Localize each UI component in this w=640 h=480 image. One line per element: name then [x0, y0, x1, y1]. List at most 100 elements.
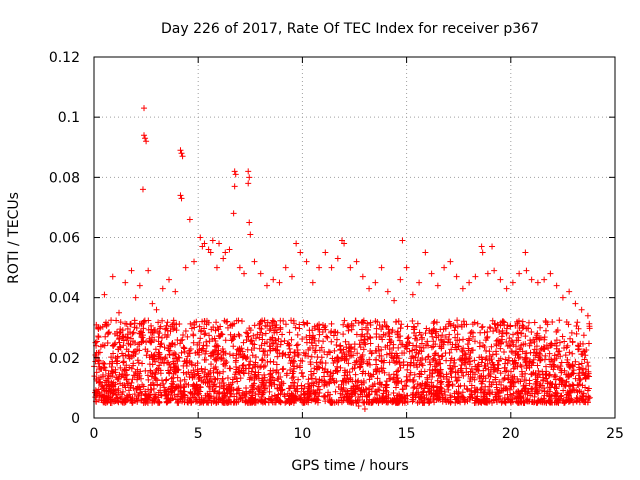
noise-point: [367, 322, 374, 329]
data-point: [109, 273, 116, 280]
noise-point: [156, 351, 163, 358]
noise-point: [100, 360, 107, 366]
noise-point: [558, 376, 565, 383]
noise-point: [447, 320, 454, 327]
noise-point: [432, 357, 439, 364]
noise-point: [244, 333, 251, 340]
noise-point: [256, 334, 263, 341]
noise-point: [567, 335, 574, 342]
noise-point: [442, 323, 449, 330]
noise-point: [287, 367, 294, 374]
noise-point: [207, 353, 214, 360]
noise-point: [404, 366, 411, 373]
data-point: [523, 267, 530, 274]
noise-point: [462, 351, 469, 358]
noise-point: [573, 398, 580, 405]
data-point: [191, 258, 198, 265]
noise-point: [502, 399, 509, 406]
noise-point: [450, 322, 457, 329]
noise-point: [413, 385, 420, 392]
noise-point: [273, 322, 280, 329]
y-tick-label: 0.02: [49, 351, 80, 367]
noise-point: [130, 349, 137, 356]
noise-point: [343, 393, 350, 400]
noise-point: [136, 347, 143, 354]
noise-point: [361, 398, 368, 405]
noise-point: [168, 383, 175, 390]
noise-point: [252, 363, 259, 370]
noise-point: [173, 383, 180, 390]
noise-point: [509, 379, 516, 386]
noise-point: [313, 342, 320, 349]
noise-point: [183, 363, 190, 370]
noise-point: [151, 374, 158, 381]
noise-point: [458, 347, 465, 354]
noise-point: [488, 343, 495, 350]
noise-point: [234, 386, 241, 393]
data-point: [132, 294, 139, 301]
noise-point: [280, 366, 287, 373]
noise-point: [102, 367, 109, 374]
data-point: [479, 249, 486, 256]
noise-point: [275, 369, 282, 376]
noise-point: [420, 389, 427, 396]
noise-point: [235, 368, 242, 375]
noise-point: [270, 358, 277, 365]
noise-point: [359, 318, 366, 325]
noise-point: [483, 335, 490, 342]
noise-point: [115, 336, 122, 343]
data-point: [409, 291, 416, 298]
noise-point: [286, 341, 293, 348]
noise-point: [164, 398, 171, 405]
noise-point: [169, 340, 176, 347]
data-point: [566, 288, 573, 295]
noise-point: [269, 345, 276, 352]
noise-point: [559, 377, 566, 384]
noise-point: [495, 390, 502, 397]
noise-point: [379, 336, 386, 343]
data-point: [288, 273, 295, 280]
noise-point: [321, 369, 328, 376]
noise-point: [466, 396, 473, 403]
noise-point: [216, 384, 223, 391]
noise-point: [255, 398, 262, 405]
data-point: [459, 285, 466, 292]
noise-point: [500, 349, 507, 356]
noise-point: [477, 399, 484, 406]
noise-point: [145, 376, 152, 383]
noise-point: [286, 329, 293, 336]
noise-point: [367, 340, 374, 347]
data-point: [276, 279, 283, 286]
noise-point: [430, 320, 437, 327]
noise-point: [218, 356, 225, 363]
noise-point: [271, 392, 278, 399]
noise-point: [218, 354, 225, 361]
noise-point: [294, 341, 301, 348]
noise-point: [560, 387, 567, 394]
noise-point: [541, 334, 548, 341]
noise-point: [293, 342, 300, 349]
noise-point: [367, 372, 374, 379]
noise-point: [294, 347, 301, 354]
noise-point: [332, 388, 339, 395]
noise-point: [390, 390, 397, 397]
noise-point: [486, 324, 493, 331]
noise-point: [546, 391, 553, 398]
noise-point: [386, 350, 393, 357]
noise-point: [518, 368, 525, 375]
noise-point: [180, 384, 187, 391]
noise-point: [402, 395, 409, 402]
noise-point: [221, 382, 228, 389]
data-point: [489, 243, 496, 250]
noise-point: [327, 349, 334, 356]
noise-point: [357, 354, 364, 361]
noise-point: [504, 374, 511, 381]
noise-point: [404, 323, 411, 330]
noise-point: [155, 319, 162, 326]
noise-point: [553, 337, 560, 344]
noise-point: [437, 326, 444, 333]
noise-point: [470, 329, 477, 336]
data-point: [141, 132, 148, 139]
noise-point: [328, 338, 335, 345]
noise-point: [205, 393, 212, 400]
